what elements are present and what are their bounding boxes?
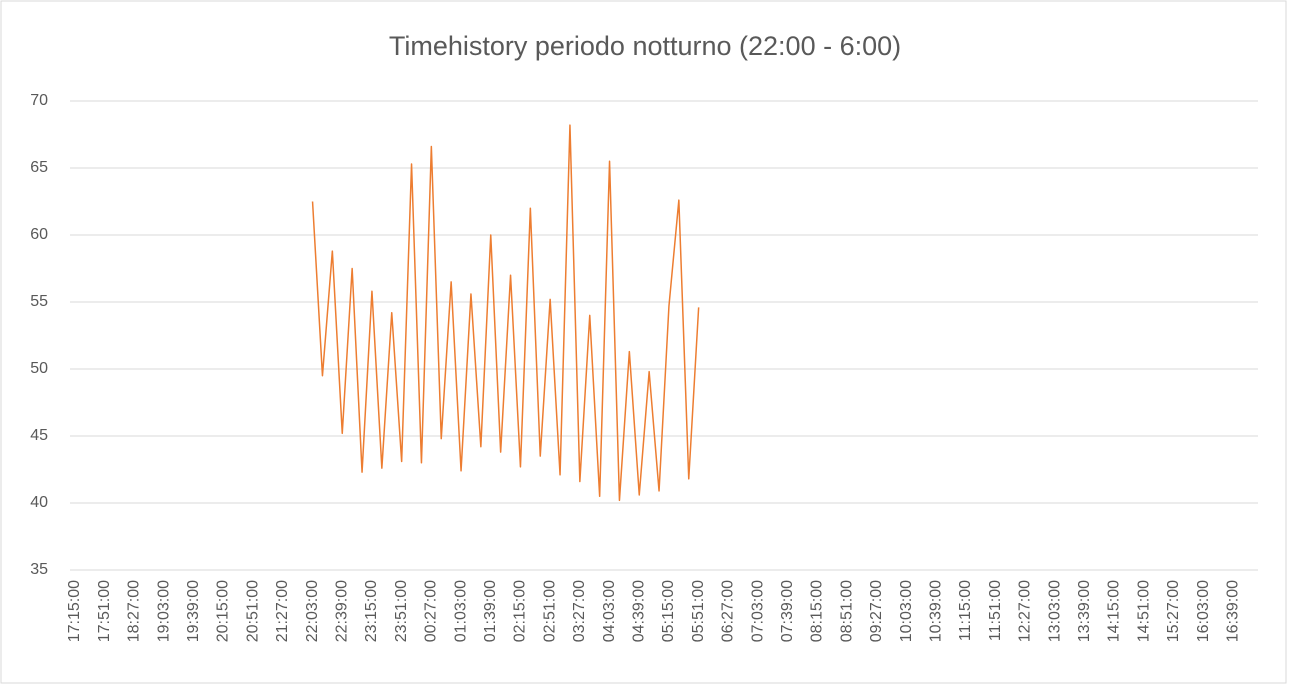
x-tick-label: 01:03:00 <box>452 580 469 642</box>
chart-title: Timehistory periodo notturno (22:00 - 6:… <box>389 31 901 61</box>
x-tick-label: 14:15:00 <box>1106 580 1123 642</box>
y-tick-label: 45 <box>30 427 48 444</box>
x-tick-label: 09:27:00 <box>868 580 885 642</box>
x-tick-label: 19:03:00 <box>155 580 172 642</box>
x-tick-label: 05:15:00 <box>660 580 677 642</box>
x-tick-label: 23:51:00 <box>393 580 410 642</box>
x-tick-label: 12:27:00 <box>1017 580 1034 642</box>
x-tick-label: 15:27:00 <box>1165 580 1182 642</box>
x-tick-label: 10:03:00 <box>898 580 915 642</box>
x-tick-label: 17:51:00 <box>96 580 113 642</box>
y-tick-label: 65 <box>30 159 48 176</box>
x-tick-label: 23:15:00 <box>363 580 380 642</box>
x-tick-label: 06:27:00 <box>720 580 737 642</box>
x-tick-label: 07:39:00 <box>779 580 796 642</box>
x-tick-label: 03:27:00 <box>571 580 588 642</box>
y-tick-label: 55 <box>30 293 48 310</box>
x-tick-label: 02:51:00 <box>541 580 558 642</box>
x-tick-label: 02:15:00 <box>512 580 529 642</box>
x-tick-label: 19:39:00 <box>185 580 202 642</box>
x-tick-label: 17:15:00 <box>66 580 83 642</box>
x-tick-label: 08:15:00 <box>809 580 826 642</box>
x-tick-label: 20:15:00 <box>215 580 232 642</box>
x-tick-label: 16:39:00 <box>1224 580 1241 642</box>
x-tick-label: 13:39:00 <box>1076 580 1093 642</box>
y-tick-label: 40 <box>30 494 48 511</box>
y-tick-label: 70 <box>30 92 48 109</box>
x-tick-label: 10:39:00 <box>927 580 944 642</box>
x-tick-label: 22:03:00 <box>304 580 321 642</box>
x-tick-label: 13:03:00 <box>1046 580 1063 642</box>
y-tick-label: 60 <box>30 226 48 243</box>
x-tick-label: 21:27:00 <box>274 580 291 642</box>
x-tick-label: 00:27:00 <box>423 580 440 642</box>
y-tick-label: 35 <box>30 561 48 578</box>
x-tick-label: 08:51:00 <box>838 580 855 642</box>
x-tick-label: 04:03:00 <box>601 580 618 642</box>
y-tick-label: 50 <box>30 360 48 377</box>
x-tick-label: 01:39:00 <box>482 580 499 642</box>
x-tick-label: 16:03:00 <box>1195 580 1212 642</box>
x-tick-label: 11:51:00 <box>987 580 1004 641</box>
x-tick-label: 11:15:00 <box>957 580 974 641</box>
data-line <box>311 124 700 502</box>
x-tick-label: 22:39:00 <box>333 580 350 642</box>
x-tick-label: 07:03:00 <box>749 580 766 642</box>
x-tick-label: 14:51:00 <box>1135 580 1152 642</box>
x-tick-label: 05:51:00 <box>690 580 707 642</box>
x-tick-label: 04:39:00 <box>630 580 647 642</box>
x-tick-label: 18:27:00 <box>126 580 143 642</box>
x-tick-label: 20:51:00 <box>244 580 261 642</box>
